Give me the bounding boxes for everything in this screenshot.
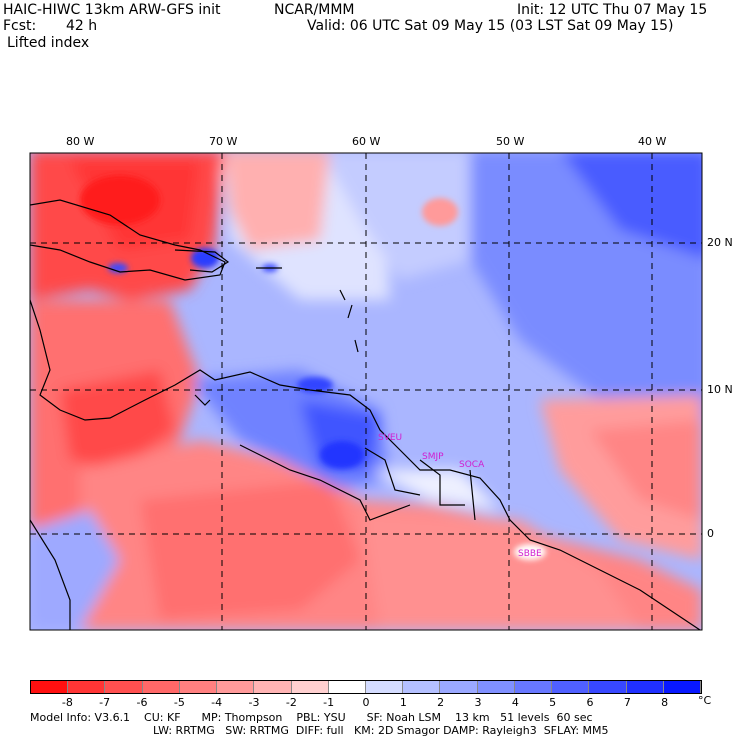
- colorbar-tick-label: -2: [285, 696, 297, 709]
- lon-label: 50 W: [496, 135, 525, 148]
- colorbar-tick-label: 1: [399, 696, 407, 709]
- init-time: Init: 12 UTC Thu 07 May 15: [517, 2, 708, 18]
- colorbar-tick-label: 6: [586, 696, 594, 709]
- graticule: [30, 153, 702, 630]
- colorbar-swatch: [254, 681, 292, 693]
- org-label: NCAR/MMM: [274, 2, 355, 18]
- colorbar-swatch: [217, 681, 255, 693]
- model-info-line2: LW: RRTMG SW: RRTMG DIFF: full KM: 2D Sm…: [153, 724, 609, 737]
- colorbar-swatch: [514, 681, 553, 693]
- map-frame: [29, 152, 703, 631]
- colorbar-unit: °C: [698, 694, 712, 707]
- colorbar-tick-label: -6: [136, 696, 148, 709]
- coastlines: [30, 199, 701, 630]
- station-label: SMJP: [422, 452, 444, 462]
- lat-label: 20 N: [707, 236, 733, 249]
- colorbar-swatch: [477, 681, 515, 693]
- lon-label: 80 W: [66, 135, 95, 148]
- colorbar-swatch: [365, 681, 404, 693]
- valid-time: Valid: 06 UTC Sat 09 May 15 (03 LST Sat …: [307, 18, 674, 34]
- colorbar-tick-label: 2: [437, 696, 445, 709]
- colorbar-swatch: [179, 681, 218, 693]
- colorbar-tick-label: -7: [99, 696, 111, 709]
- colorbar: [30, 680, 702, 694]
- lat-label: 10 N: [707, 383, 733, 396]
- model-title: HAIC-HIWC 13km ARW-GFS init: [3, 2, 221, 18]
- fcst-label: Fcst:: [3, 18, 37, 34]
- colorbar-tick-label: 3: [474, 696, 482, 709]
- station-label: SBBE: [518, 549, 542, 559]
- colorbar-swatch: [626, 681, 664, 693]
- station-label: SOCA: [459, 460, 485, 470]
- lon-label: 70 W: [209, 135, 238, 148]
- colorbar-tick-label: -3: [248, 696, 260, 709]
- colorbar-swatch: [142, 681, 180, 693]
- lon-label: 60 W: [352, 135, 381, 148]
- colorbar-tick-label: 7: [623, 696, 631, 709]
- lat-label: 0: [707, 527, 714, 540]
- colorbar-tick-label: -1: [323, 696, 335, 709]
- colorbar-swatch: [68, 681, 106, 693]
- colorbar-tick-label: -4: [211, 696, 223, 709]
- colorbar-tick-label: 0: [362, 696, 370, 709]
- colorbar-swatch: [552, 681, 590, 693]
- colorbar-tick-label: -8: [61, 696, 73, 709]
- field-name: Lifted index: [7, 35, 90, 51]
- colorbar-swatch: [440, 681, 478, 693]
- colorbar-tick-label: 8: [661, 696, 669, 709]
- colorbar-swatch: [291, 681, 329, 693]
- colorbar-swatch: [589, 681, 627, 693]
- colorbar-tick-label: 4: [511, 696, 519, 709]
- colorbar-labels: -8 -7 -6 -5 -4 -3 -2 -1 0 1 2 3 4 5 6 7 8: [0, 697, 740, 709]
- station-label: SVEU: [378, 433, 402, 443]
- lon-label: 40 W: [638, 135, 667, 148]
- colorbar-swatch: [31, 681, 69, 693]
- colorbar-tick-label: 5: [549, 696, 557, 709]
- colorbar-swatch: [328, 681, 366, 693]
- colorbar-tick-label: -5: [173, 696, 185, 709]
- colorbar-swatch: [105, 681, 143, 693]
- model-info-line1: Model Info: V3.6.1 CU: KF MP: Thompson P…: [30, 711, 593, 724]
- fcst-value: 42 h: [66, 18, 98, 34]
- colorbar-swatch: [663, 681, 701, 693]
- colorbar-swatch: [403, 681, 441, 693]
